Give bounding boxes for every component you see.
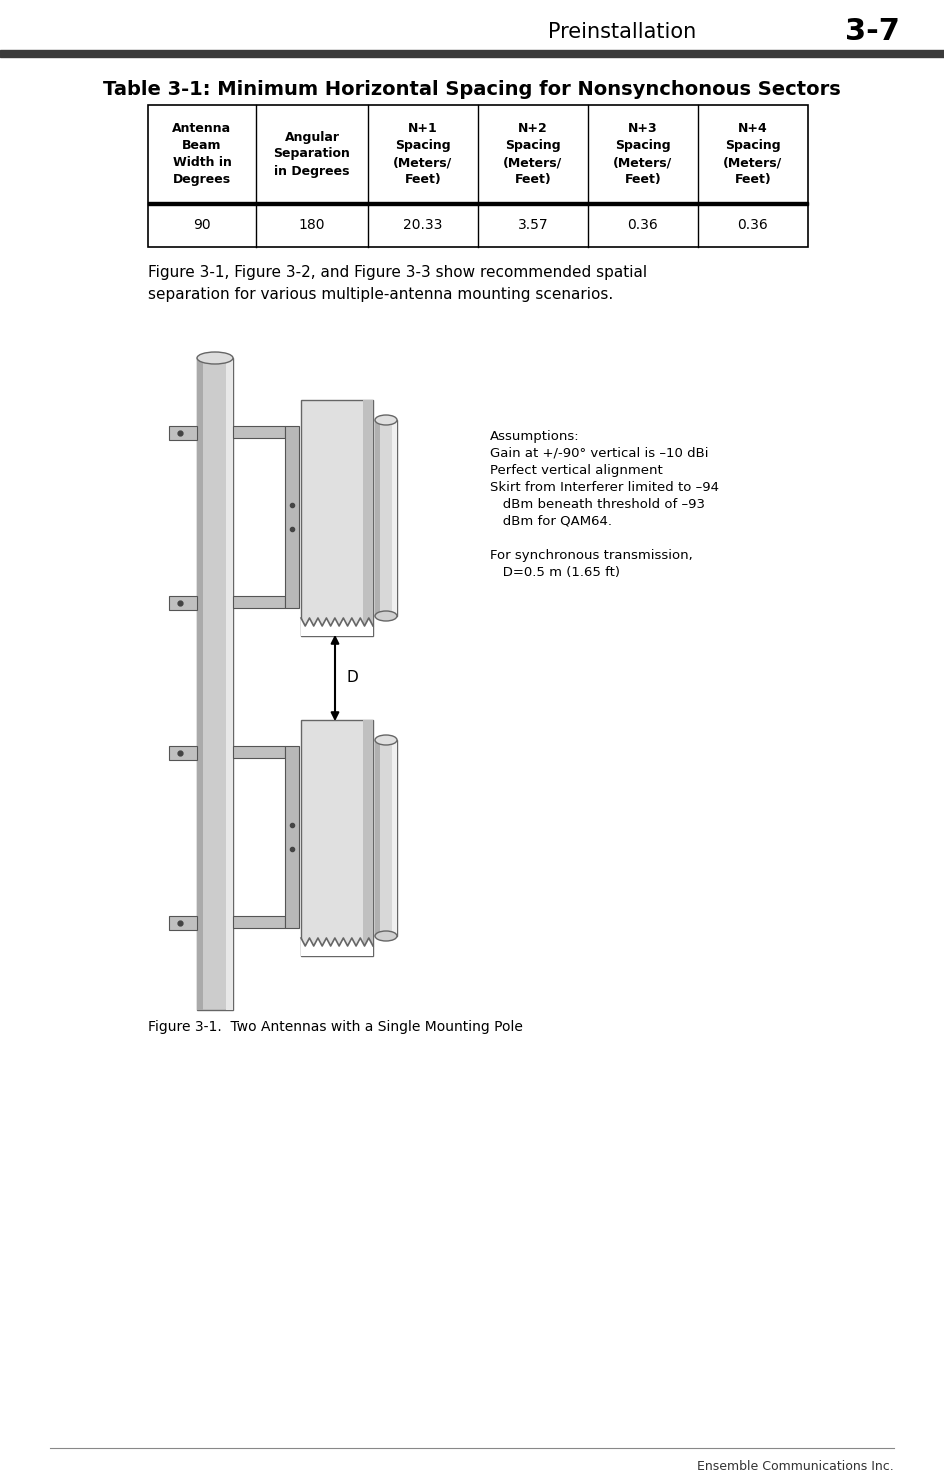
Bar bbox=[392, 740, 397, 935]
Bar bbox=[375, 420, 380, 616]
Bar bbox=[233, 916, 285, 928]
Polygon shape bbox=[301, 619, 373, 636]
Bar bbox=[375, 420, 397, 616]
Text: 90: 90 bbox=[194, 218, 211, 232]
Text: 180: 180 bbox=[298, 218, 326, 232]
Bar bbox=[169, 426, 197, 440]
Text: Ensemble Communications Inc.: Ensemble Communications Inc. bbox=[698, 1459, 894, 1473]
Text: Figure 3-1.  Two Antennas with a Single Mounting Pole: Figure 3-1. Two Antennas with a Single M… bbox=[148, 1020, 523, 1035]
Text: Table 3-1: Minimum Horizontal Spacing for Nonsynchonous Sectors: Table 3-1: Minimum Horizontal Spacing fo… bbox=[103, 80, 841, 99]
Bar bbox=[363, 719, 373, 956]
Bar bbox=[169, 746, 197, 761]
Bar bbox=[301, 719, 373, 956]
Text: N+3
Spacing
(Meters/
Feet): N+3 Spacing (Meters/ Feet) bbox=[614, 121, 673, 186]
Text: Gain at +/-90° vertical is –10 dBi: Gain at +/-90° vertical is –10 dBi bbox=[490, 447, 709, 460]
Bar bbox=[233, 596, 285, 608]
Bar bbox=[0, 50, 944, 58]
Text: Figure 3-1, Figure 3-2, and Figure 3-3 show recommended spatial
separation for v: Figure 3-1, Figure 3-2, and Figure 3-3 s… bbox=[148, 265, 648, 302]
Bar bbox=[197, 358, 233, 1009]
Text: 3-7: 3-7 bbox=[845, 18, 900, 46]
Ellipse shape bbox=[197, 352, 233, 364]
Ellipse shape bbox=[375, 931, 397, 941]
Ellipse shape bbox=[375, 611, 397, 622]
Ellipse shape bbox=[375, 736, 397, 744]
Text: Antenna
Beam
Width in
Degrees: Antenna Beam Width in Degrees bbox=[173, 121, 231, 186]
Text: 3.57: 3.57 bbox=[517, 218, 548, 232]
Text: Preinstallation: Preinstallation bbox=[548, 22, 697, 41]
Bar bbox=[375, 740, 397, 935]
Bar bbox=[285, 426, 299, 608]
Text: Assumptions:: Assumptions: bbox=[490, 431, 580, 443]
Text: N+4
Spacing
(Meters/
Feet): N+4 Spacing (Meters/ Feet) bbox=[723, 121, 783, 186]
Bar bbox=[197, 358, 203, 1009]
Text: 0.36: 0.36 bbox=[737, 218, 768, 232]
Ellipse shape bbox=[375, 414, 397, 425]
Bar bbox=[375, 740, 380, 935]
Bar bbox=[233, 746, 285, 758]
Text: D=0.5 m (1.65 ft): D=0.5 m (1.65 ft) bbox=[490, 565, 620, 579]
Bar bbox=[169, 596, 197, 610]
Text: D: D bbox=[347, 670, 359, 685]
Bar bbox=[285, 746, 299, 928]
Polygon shape bbox=[301, 938, 373, 956]
Bar bbox=[148, 105, 808, 247]
Text: 0.36: 0.36 bbox=[628, 218, 658, 232]
Bar bbox=[226, 358, 233, 1009]
Bar bbox=[169, 916, 197, 929]
Bar bbox=[233, 426, 285, 438]
Bar bbox=[363, 400, 373, 636]
Bar bbox=[301, 400, 373, 636]
Text: Skirt from Interferer limited to –94: Skirt from Interferer limited to –94 bbox=[490, 481, 719, 494]
Text: N+2
Spacing
(Meters/
Feet): N+2 Spacing (Meters/ Feet) bbox=[503, 121, 563, 186]
Bar bbox=[148, 201, 808, 206]
Text: Angular
Separation
in Degrees: Angular Separation in Degrees bbox=[274, 130, 350, 178]
Text: dBm for QAM64.: dBm for QAM64. bbox=[490, 515, 612, 528]
Text: dBm beneath threshold of –93: dBm beneath threshold of –93 bbox=[490, 497, 705, 511]
Bar bbox=[392, 420, 397, 616]
Text: N+1
Spacing
(Meters/
Feet): N+1 Spacing (Meters/ Feet) bbox=[394, 121, 452, 186]
Text: Perfect vertical alignment: Perfect vertical alignment bbox=[490, 465, 663, 477]
Text: 20.33: 20.33 bbox=[403, 218, 443, 232]
Text: For synchronous transmission,: For synchronous transmission, bbox=[490, 549, 693, 562]
